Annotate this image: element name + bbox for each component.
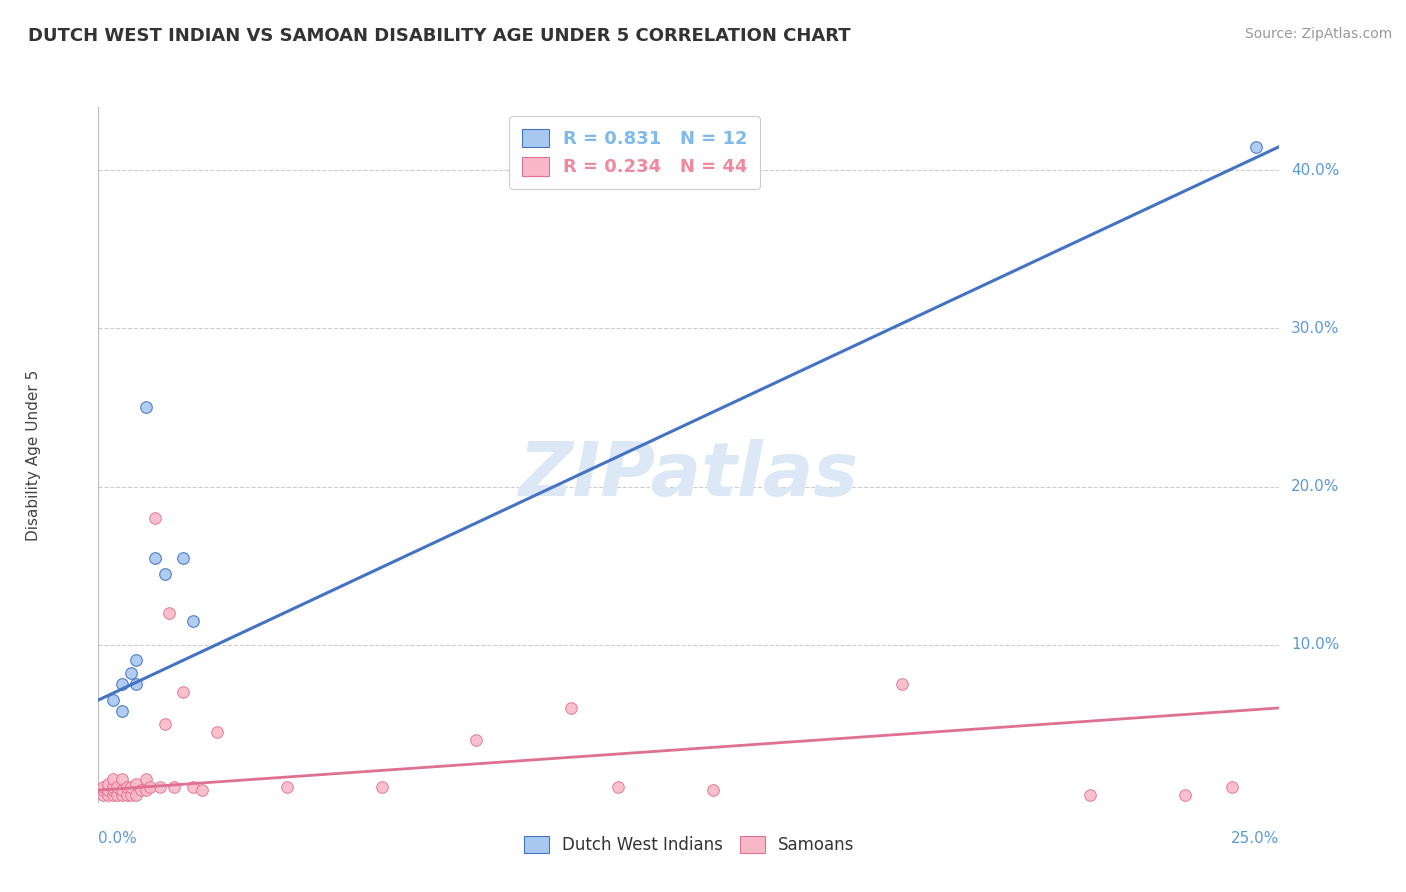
Point — [97, 777, 120, 791]
Text: ZIPatlas: ZIPatlas — [519, 439, 859, 512]
Point — [91, 788, 114, 802]
Text: Disability Age Under 5: Disability Age Under 5 — [25, 369, 41, 541]
Point — [111, 677, 134, 691]
Point — [163, 780, 186, 794]
Point — [115, 788, 138, 802]
Point — [153, 716, 176, 731]
Point — [125, 653, 148, 667]
Point — [101, 788, 124, 802]
Text: Source: ZipAtlas.com: Source: ZipAtlas.com — [1244, 27, 1392, 41]
Point — [157, 606, 180, 620]
Point — [111, 704, 134, 718]
Point — [121, 788, 143, 802]
Point — [205, 724, 228, 739]
Point — [105, 788, 128, 802]
Point — [101, 772, 124, 786]
Point — [91, 783, 114, 797]
Point — [135, 772, 157, 786]
Point — [191, 783, 214, 797]
Point — [1220, 780, 1243, 794]
Point — [135, 401, 157, 415]
Point — [111, 788, 134, 802]
Point — [135, 783, 157, 797]
Point — [143, 511, 166, 525]
Text: 0.0%: 0.0% — [98, 830, 138, 846]
Point — [111, 783, 134, 797]
Point — [1244, 139, 1267, 153]
Legend: Dutch West Indians, Samoans: Dutch West Indians, Samoans — [513, 826, 865, 864]
Text: 10.0%: 10.0% — [1291, 637, 1340, 652]
Point — [125, 777, 148, 791]
Text: 40.0%: 40.0% — [1291, 163, 1340, 178]
Text: 25.0%: 25.0% — [1232, 830, 1279, 846]
Point — [97, 788, 120, 802]
Point — [465, 732, 488, 747]
Point — [172, 685, 194, 699]
Point — [153, 566, 176, 581]
Point — [125, 788, 148, 802]
Point — [91, 780, 114, 794]
Point — [702, 783, 724, 797]
Point — [607, 780, 630, 794]
Point — [111, 772, 134, 786]
Text: 20.0%: 20.0% — [1291, 479, 1340, 494]
Point — [149, 780, 172, 794]
Point — [101, 783, 124, 797]
Text: 30.0%: 30.0% — [1291, 321, 1340, 336]
Point — [139, 780, 162, 794]
Point — [121, 666, 143, 681]
Point — [125, 677, 148, 691]
Point — [890, 677, 912, 691]
Point — [143, 550, 166, 565]
Point — [181, 614, 204, 628]
Point — [371, 780, 394, 794]
Point — [105, 780, 128, 794]
Point — [560, 701, 582, 715]
Text: DUTCH WEST INDIAN VS SAMOAN DISABILITY AGE UNDER 5 CORRELATION CHART: DUTCH WEST INDIAN VS SAMOAN DISABILITY A… — [28, 27, 851, 45]
Point — [97, 783, 120, 797]
Point — [1080, 788, 1102, 802]
Point — [101, 693, 124, 707]
Point — [121, 780, 143, 794]
Point — [1174, 788, 1197, 802]
Point — [172, 550, 194, 565]
Point — [101, 780, 124, 794]
Point — [181, 780, 204, 794]
Point — [115, 780, 138, 794]
Point — [129, 783, 152, 797]
Point — [276, 780, 298, 794]
